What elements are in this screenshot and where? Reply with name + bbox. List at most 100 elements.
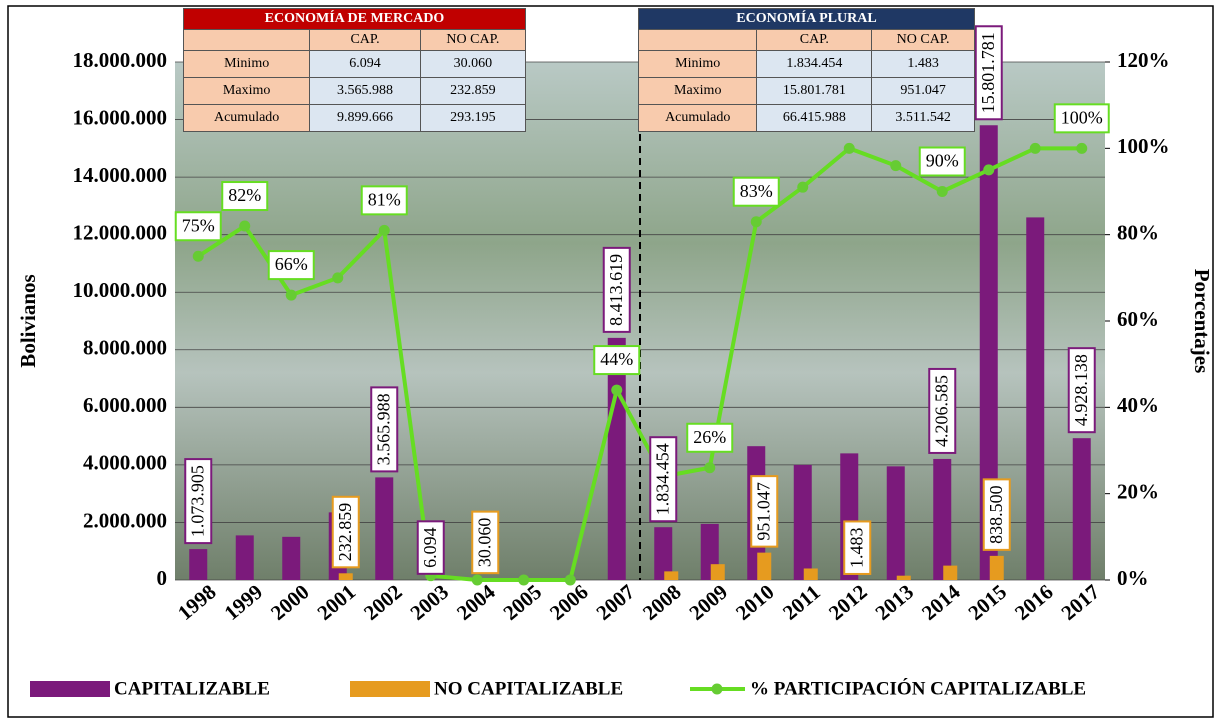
line-value-label: 83% (740, 181, 773, 201)
stats-table: ECONOMÍA PLURAL CAP. NO CAP. Minimo 1.834.45… (637, 8, 975, 132)
y2-tick-label: 100% (1117, 134, 1170, 158)
line-point (471, 574, 483, 586)
line-point (1029, 142, 1041, 154)
bar-value-label-group: 30.060 (471, 510, 500, 575)
line-value-label: 82% (228, 185, 261, 205)
line-value-label: 75% (182, 215, 215, 235)
line-point (797, 181, 809, 193)
line-point (285, 289, 297, 301)
table-cell: 9.899.666 (309, 104, 421, 132)
table-cell: 1.483 (871, 50, 975, 78)
y2-tick-label: 80% (1117, 220, 1159, 244)
y-tick-label: 18.000.000 (73, 48, 168, 72)
bar-value-label: 4.928.138 (1071, 354, 1091, 426)
line-value-label: 66% (275, 254, 308, 274)
bar-value-label-box (331, 495, 360, 569)
bar-value-label-group: 838.500 (982, 478, 1011, 551)
table-cell: 232.859 (419, 77, 527, 105)
y2-tick-label: 20% (1117, 479, 1159, 503)
y-tick-label: 16.000.000 (73, 105, 168, 129)
line-point (378, 224, 390, 236)
y-axis-title: Bolivianos (16, 274, 40, 367)
line-point (890, 160, 902, 172)
table-cell: 3.565.988 (309, 77, 421, 105)
table-header: CAP. (309, 29, 421, 51)
bar-value-label: 4.206.585 (931, 375, 951, 447)
line-point (1076, 142, 1088, 154)
y2-tick-label: 40% (1117, 393, 1159, 417)
table-cell: 30.060 (419, 50, 527, 78)
line-label-box (174, 211, 222, 242)
bar (375, 477, 394, 580)
bar (282, 536, 301, 580)
bar-value-label-box (416, 520, 445, 575)
legend-swatch (30, 681, 110, 697)
bar-value-label-box (928, 367, 957, 454)
bar-value-label: 1.483 (846, 527, 866, 568)
bar-value-label: 6.094 (420, 527, 440, 568)
line-label-box (1053, 103, 1110, 134)
line-point (843, 142, 855, 154)
line-value-label: 44% (600, 349, 633, 369)
line-label-box (593, 345, 641, 376)
y2-tick-label: 120% (1117, 48, 1170, 72)
bar-value-label-box (750, 475, 779, 548)
bar-value-label-group: 15.801.781 (974, 25, 1003, 121)
row-label: Acumulado (637, 104, 758, 132)
legend-swatch (350, 681, 430, 697)
line-label-box (221, 181, 269, 212)
table-title: ECONOMÍA PLURAL (638, 8, 975, 30)
bar-value-label-group: 1.483 (843, 520, 872, 575)
line-point (332, 272, 344, 284)
y-tick-label: 4.000.000 (83, 451, 167, 475)
bar-value-label: 1.834.454 (652, 443, 672, 515)
line-value-label: 26% (693, 427, 726, 447)
y-tick-label: 8.000.000 (83, 336, 167, 360)
bar (943, 565, 958, 580)
bar-value-label: 951.047 (753, 482, 773, 541)
bar-value-label-group: 6.094 (416, 520, 445, 575)
bar (664, 571, 679, 580)
bar (189, 549, 208, 580)
bar-value-label-box (602, 246, 631, 333)
line-point (518, 574, 530, 586)
table-cell: 1.834.454 (756, 50, 873, 78)
bar-value-label-group: 232.859 (331, 495, 360, 569)
line-point (704, 462, 716, 474)
bar (803, 568, 818, 580)
table-corner (182, 29, 311, 51)
stats-table: ECONOMÍA DE MERCADO CAP. NO CAP. Minimo 6.09… (182, 8, 527, 132)
y2-axis-title: Porcentajes (1190, 269, 1214, 374)
bar (886, 466, 905, 580)
bar (989, 555, 1004, 580)
row-label: Minimo (182, 50, 311, 78)
table-cell: 3.511.542 (871, 104, 975, 132)
line-point (983, 164, 995, 176)
table-cell: 66.415.988 (756, 104, 873, 132)
bar-value-label: 1.073.905 (187, 465, 207, 537)
bar-value-label-group: 3.565.988 (370, 386, 399, 473)
bar-value-label-box (649, 436, 678, 523)
bar-value-label: 30.060 (474, 518, 494, 568)
bar (757, 552, 772, 580)
row-label: Acumulado (182, 104, 311, 132)
bar-value-label-group: 1.834.454 (649, 436, 678, 523)
table-header: CAP. (756, 29, 873, 51)
line-label-box (360, 185, 408, 216)
y-tick-label: 10.000.000 (73, 278, 168, 302)
bar-value-label-group: 8.413.619 (602, 246, 631, 333)
bar (710, 564, 725, 580)
line-label-box (918, 146, 966, 177)
table-cell: 6.094 (309, 50, 421, 78)
y-tick-label: 14.000.000 (73, 163, 168, 187)
bar-value-label: 838.500 (986, 485, 1006, 544)
bar-value-label-group: 4.206.585 (928, 367, 957, 454)
bar (235, 535, 254, 580)
row-label: Maximo (637, 77, 758, 105)
y-tick-label: 2.000.000 (83, 508, 167, 532)
line-point (750, 216, 762, 228)
line-value-label: 81% (368, 189, 401, 209)
bar-value-label: 15.801.781 (978, 32, 998, 113)
